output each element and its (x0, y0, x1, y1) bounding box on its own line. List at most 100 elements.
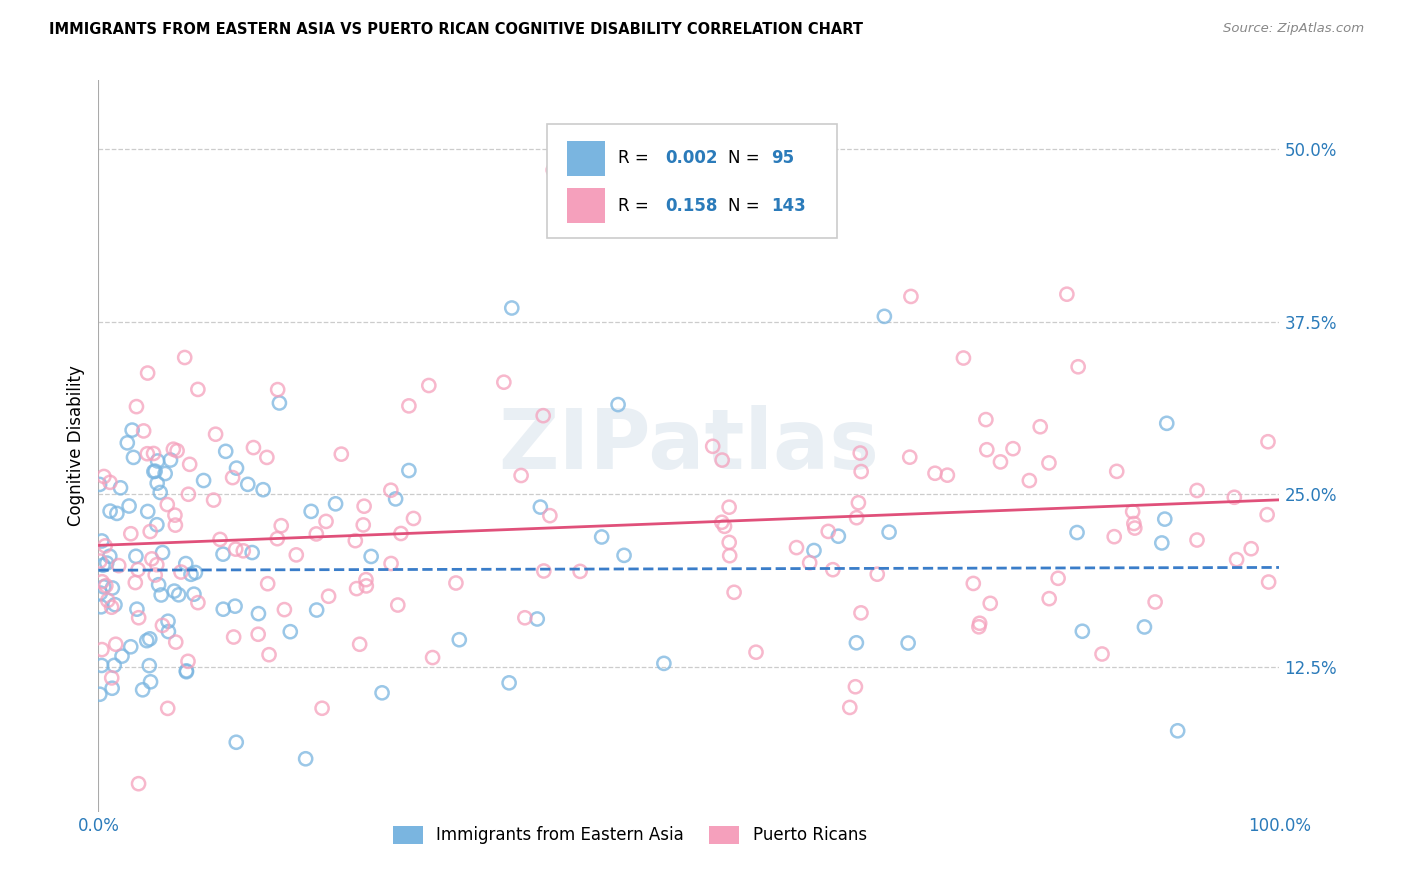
Text: 95: 95 (772, 149, 794, 167)
Point (873, 310, 896, 324)
Point (799, 556, 821, 570)
Point (845, 510, 868, 524)
Point (103, 658, 125, 673)
Point (101, 681, 124, 696)
Point (156, 498, 179, 512)
Point (492, 375, 515, 389)
Point (174, 557, 197, 571)
Point (353, 499, 375, 513)
Point (110, 481, 132, 495)
Point (256, 576, 278, 591)
Point (173, 351, 195, 365)
Y-axis label: Cognitive Disability: Cognitive Disability (66, 366, 84, 526)
Point (1156, 417, 1178, 431)
Point (1223, 490, 1246, 504)
Point (866, 567, 889, 582)
Point (209, 533, 232, 547)
Point (101, 581, 124, 595)
Point (117, 435, 139, 450)
Point (569, 565, 592, 579)
Point (221, 470, 243, 484)
Point (389, 526, 412, 541)
Point (131, 682, 153, 697)
Point (498, 676, 520, 690)
Point (1018, 474, 1040, 488)
Point (305, 603, 328, 617)
Point (225, 735, 247, 749)
Point (125, 400, 148, 414)
Point (877, 525, 900, 540)
Point (1257, 575, 1279, 590)
Point (1185, 533, 1208, 547)
Point (136, 447, 159, 461)
Point (838, 700, 860, 714)
Point (384, 491, 406, 506)
Point (212, 547, 235, 561)
Point (273, 602, 295, 616)
Point (222, 630, 245, 644)
Bar (567, 141, 605, 176)
Point (1256, 508, 1278, 522)
Point (93, 580, 115, 594)
Point (148, 578, 170, 592)
Point (418, 378, 440, 392)
Point (827, 529, 849, 543)
Point (183, 587, 205, 601)
Point (127, 563, 149, 577)
Point (1226, 552, 1249, 566)
Point (136, 504, 159, 518)
Point (311, 701, 333, 715)
Point (1167, 723, 1189, 738)
Point (330, 447, 353, 461)
Point (349, 637, 371, 651)
Point (122, 450, 145, 465)
Text: R =: R = (619, 149, 648, 167)
Point (136, 366, 159, 380)
Point (269, 396, 291, 410)
Point (156, 614, 179, 628)
Point (139, 674, 162, 689)
Point (225, 542, 247, 557)
Point (93, 469, 115, 483)
Point (162, 442, 184, 457)
Point (607, 398, 630, 412)
Point (90, 599, 112, 614)
Point (845, 636, 868, 650)
Point (711, 453, 734, 467)
Point (176, 664, 198, 678)
Point (1122, 516, 1144, 531)
Point (212, 602, 235, 616)
Point (924, 467, 946, 481)
Point (150, 588, 173, 602)
Point (371, 686, 394, 700)
Point (702, 439, 724, 453)
Point (1257, 434, 1279, 449)
Point (89, 477, 111, 491)
Point (710, 515, 733, 529)
Point (1105, 464, 1128, 478)
Point (184, 566, 207, 580)
Point (266, 532, 288, 546)
Point (91, 558, 114, 573)
Point (1001, 442, 1024, 456)
Point (1150, 536, 1173, 550)
Point (299, 504, 322, 518)
Point (531, 409, 554, 423)
Point (98, 504, 121, 518)
Point (170, 565, 193, 579)
Point (104, 598, 127, 612)
Point (817, 524, 839, 539)
Point (526, 612, 548, 626)
Point (146, 454, 169, 468)
Point (270, 518, 292, 533)
Point (513, 611, 536, 625)
Point (803, 543, 825, 558)
Point (167, 588, 190, 602)
Point (132, 424, 155, 438)
Point (849, 446, 872, 460)
Point (1029, 419, 1052, 434)
Point (107, 558, 129, 573)
Point (141, 552, 163, 566)
Legend: Immigrants from Eastern Asia, Puerto Ricans: Immigrants from Eastern Asia, Puerto Ric… (387, 819, 873, 851)
Point (202, 493, 225, 508)
